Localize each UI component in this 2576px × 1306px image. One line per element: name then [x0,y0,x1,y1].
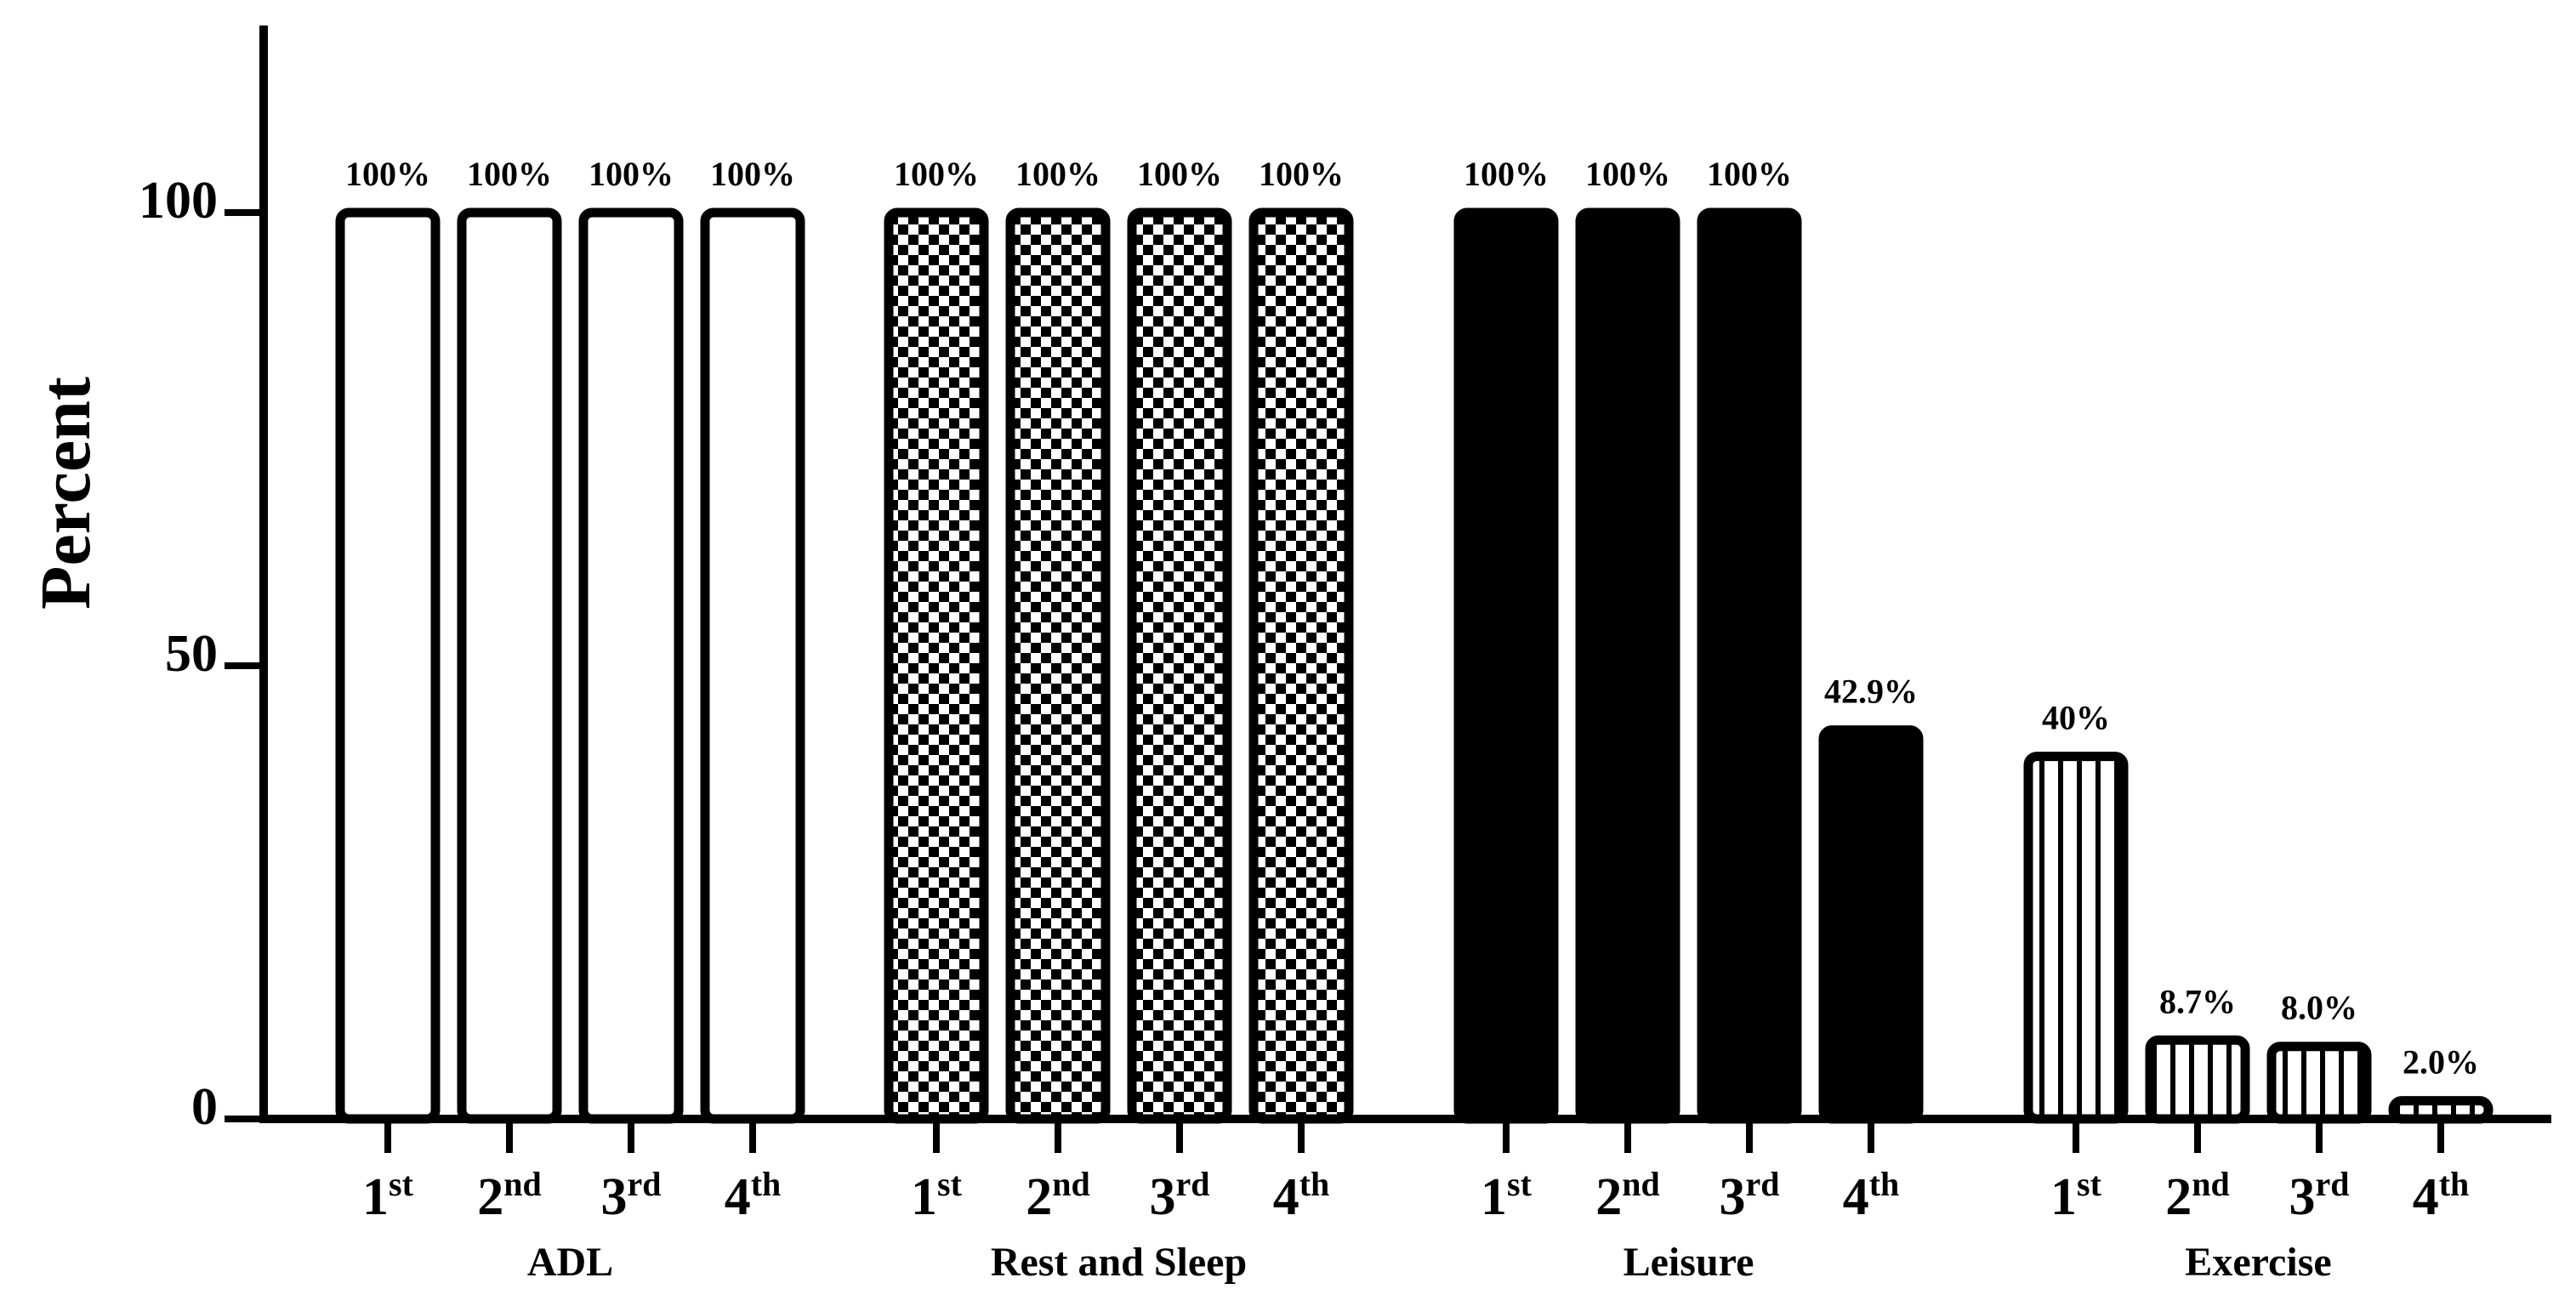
bar [1453,207,1559,1124]
x-tick-label: 3rd [1720,1165,1780,1226]
x-tick-label: 4th [2413,1165,2470,1226]
data-label: 100% [1137,155,1222,193]
x-tick-label: 3rd [601,1165,662,1226]
x-tick-label: 4th [725,1165,782,1226]
y-tick-label: 50 [165,625,218,683]
x-tick-label: 3rd [1150,1165,1210,1226]
bar [1818,725,1924,1124]
x-tick-label: 1st [362,1165,414,1226]
bar [1127,207,1232,1124]
data-label: 8.7% [2159,982,2236,1020]
x-tick-label: 3rd [2289,1165,2350,1226]
data-label: 100% [1707,155,1792,193]
data-label: 8.0% [2281,989,2357,1027]
group-label: Exercise [2185,1240,2331,1285]
data-label: 100% [1585,155,1670,193]
data-label: 100% [710,155,795,193]
data-label: 42.9% [1824,673,1918,711]
bar [2145,1035,2250,1124]
y-tick-label: 100 [139,172,218,230]
bar [700,207,805,1124]
y-tick-label: 0 [191,1078,218,1136]
data-label: 100% [894,155,979,193]
group-label: ADL [527,1240,613,1285]
bar [2266,1042,2372,1124]
data-label: 100% [345,155,430,193]
bar [1697,207,1802,1124]
data-label: 2.0% [2403,1043,2479,1082]
group-label: Leisure [1624,1240,1754,1285]
data-label: 40% [2042,699,2110,737]
group-label: Rest and Sleep [991,1240,1247,1285]
bar [457,207,562,1124]
x-tick-label: 1st [911,1165,963,1226]
bar [578,207,684,1124]
bar [1005,207,1111,1124]
x-tick-label: 2nd [1595,1165,1660,1226]
data-label: 100% [1259,155,1344,193]
data-label: 100% [589,155,674,193]
x-tick-label: 2nd [1026,1165,1090,1226]
x-tick-label: 1st [1481,1165,1533,1226]
x-tick-label: 2nd [2165,1165,2230,1226]
bar [1248,207,1354,1124]
data-label: 100% [467,155,552,193]
x-tick-label: 1st [2050,1165,2102,1226]
data-label: 100% [1015,155,1100,193]
bar [335,207,441,1124]
y-axis-label: Percent [26,377,105,610]
bar [2023,752,2129,1124]
x-tick-label: 4th [1843,1165,1900,1226]
x-tick-label: 4th [1273,1165,1330,1226]
bar [884,207,989,1124]
data-label: 100% [1464,155,1549,193]
bar [1575,207,1680,1124]
x-tick-label: 2nd [477,1165,542,1226]
